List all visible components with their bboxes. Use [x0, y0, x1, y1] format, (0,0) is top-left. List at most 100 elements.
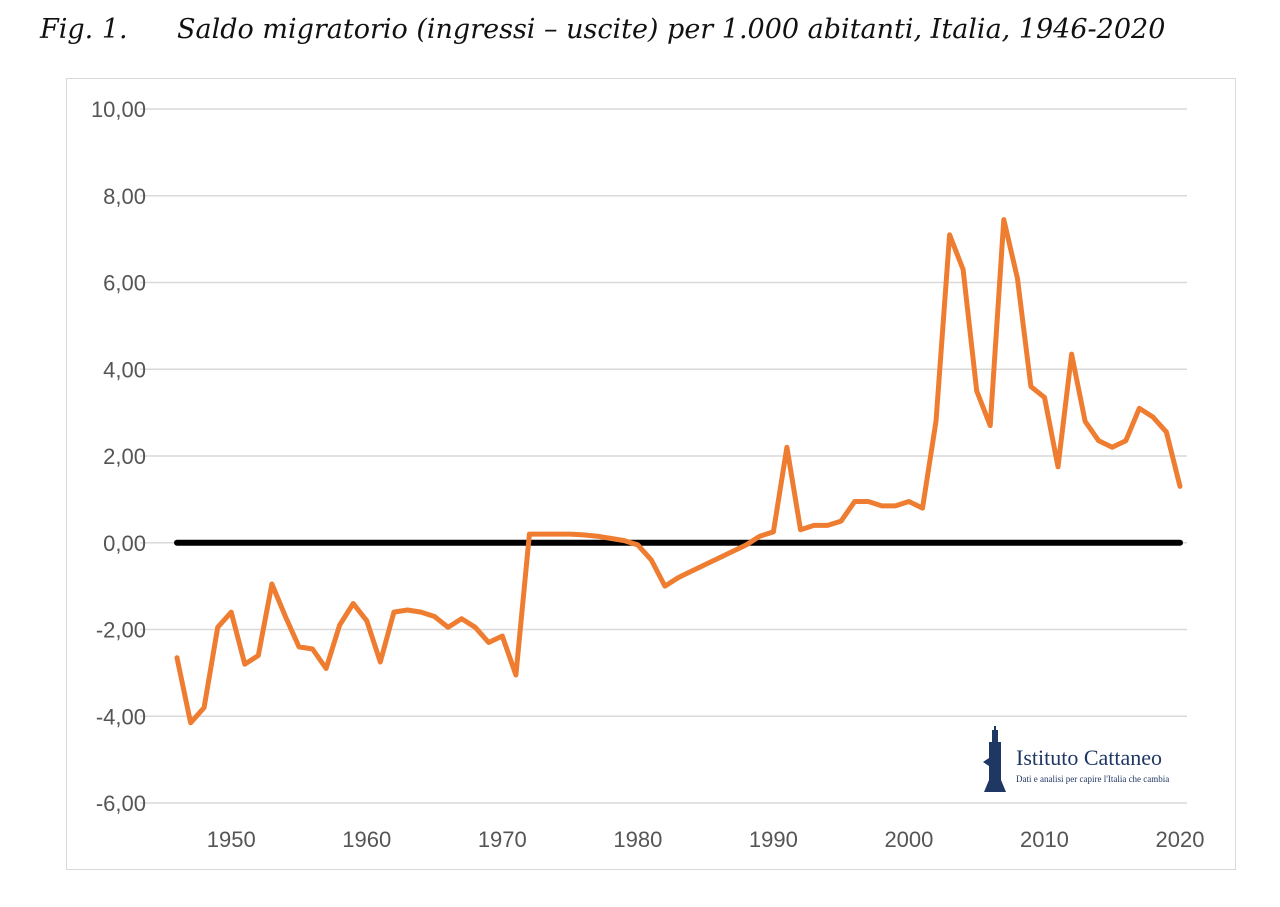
data-point — [378, 660, 383, 665]
data-point — [744, 542, 749, 547]
x-tick-label: 1960 — [342, 827, 391, 852]
data-point — [690, 568, 695, 573]
data-point — [622, 538, 627, 543]
data-point — [310, 647, 315, 652]
data-point — [459, 616, 464, 621]
logo-name: Istituto Cattaneo — [1016, 745, 1162, 770]
data-point — [676, 575, 681, 580]
data-point — [364, 618, 369, 623]
x-tick-label: 1950 — [207, 827, 256, 852]
data-point — [1028, 384, 1033, 389]
data-point — [256, 653, 261, 658]
data-point — [1096, 438, 1101, 443]
data-point — [703, 562, 708, 567]
data-point — [242, 662, 247, 667]
data-point — [961, 267, 966, 272]
x-tick-label: 2010 — [1020, 827, 1069, 852]
data-point — [635, 542, 640, 547]
data-point — [1137, 406, 1142, 411]
data-point — [283, 614, 288, 619]
data-point — [554, 532, 559, 537]
data-point — [988, 423, 993, 428]
x-tick-label: 1980 — [613, 827, 662, 852]
x-axis-ticks: 1950 1960 1970 1980 1990 2000 2010 2020 — [207, 827, 1205, 852]
series-line — [174, 217, 1183, 726]
data-point — [839, 519, 844, 524]
y-tick-label: 0,00 — [103, 531, 146, 556]
x-tick-label: 2020 — [1156, 827, 1205, 852]
data-point — [947, 232, 952, 237]
data-point — [595, 534, 600, 539]
data-point — [757, 534, 762, 539]
data-point — [324, 666, 329, 671]
data-point — [1110, 445, 1115, 450]
y-tick-label: 10,00 — [91, 97, 146, 122]
data-point — [1001, 217, 1006, 222]
data-point — [473, 625, 478, 630]
data-point — [175, 655, 180, 660]
data-point — [581, 532, 586, 537]
data-point — [784, 445, 789, 450]
data-point — [798, 527, 803, 532]
lighthouse-icon — [983, 726, 1006, 792]
data-point — [717, 555, 722, 560]
data-point — [296, 644, 301, 649]
y-tick-label: 8,00 — [103, 184, 146, 209]
y-tick-label: -6,00 — [96, 791, 146, 816]
y-tick-label: 2,00 — [103, 444, 146, 469]
data-point — [229, 610, 234, 615]
figure-title: Saldo migratorio (ingressi – uscite) per… — [177, 14, 1166, 45]
data-point — [893, 503, 898, 508]
y-tick-label: -2,00 — [96, 618, 146, 643]
chart-frame — [66, 78, 1236, 870]
data-point — [1164, 430, 1169, 435]
data-point — [812, 523, 817, 528]
data-point — [974, 388, 979, 393]
y-tick-label: 4,00 — [103, 357, 146, 382]
data-point — [188, 720, 193, 725]
data-point — [879, 503, 884, 508]
data-point — [351, 601, 356, 606]
data-point — [730, 549, 735, 554]
data-point — [1056, 464, 1061, 469]
data-point — [540, 532, 545, 537]
data-point — [920, 506, 925, 511]
data-point — [866, 499, 871, 504]
data-point — [906, 499, 911, 504]
data-point — [649, 558, 654, 563]
data-point — [1178, 484, 1183, 489]
data-point — [446, 625, 451, 630]
x-tick-label: 1970 — [478, 827, 527, 852]
y-axis-ticks: 10,00 8,00 6,00 4,00 2,00 0,00 -2,00 -4,00 -6,00 — [91, 97, 146, 816]
data-point — [1042, 395, 1047, 400]
data-point — [1123, 438, 1128, 443]
data-point — [825, 523, 830, 528]
data-point — [852, 499, 857, 504]
data-point — [934, 419, 939, 424]
data-point — [771, 529, 776, 534]
data-point — [527, 532, 532, 537]
data-point — [1015, 276, 1020, 281]
grid-lines — [140, 108, 1187, 804]
data-point — [486, 640, 491, 645]
data-point — [418, 610, 423, 615]
logo: Istituto Cattaneo Dati e analisi per cap… — [983, 726, 1169, 792]
data-point — [405, 607, 410, 612]
data-point — [215, 625, 220, 630]
data-point — [1069, 352, 1074, 357]
data-point — [608, 536, 613, 541]
logo-tagline: Dati e analisi per capire l'Italia che c… — [1016, 774, 1169, 784]
data-point — [432, 614, 437, 619]
data-point — [1150, 414, 1155, 419]
figure-label: Fig. 1. — [40, 14, 128, 45]
x-tick-label: 2000 — [884, 827, 933, 852]
y-tick-label: 6,00 — [103, 271, 146, 296]
data-point — [269, 581, 274, 586]
data-point — [568, 532, 573, 537]
data-point — [1083, 419, 1088, 424]
x-tick-label: 1990 — [749, 827, 798, 852]
series-group — [174, 217, 1183, 726]
data-point — [337, 623, 342, 628]
data-point — [391, 610, 396, 615]
